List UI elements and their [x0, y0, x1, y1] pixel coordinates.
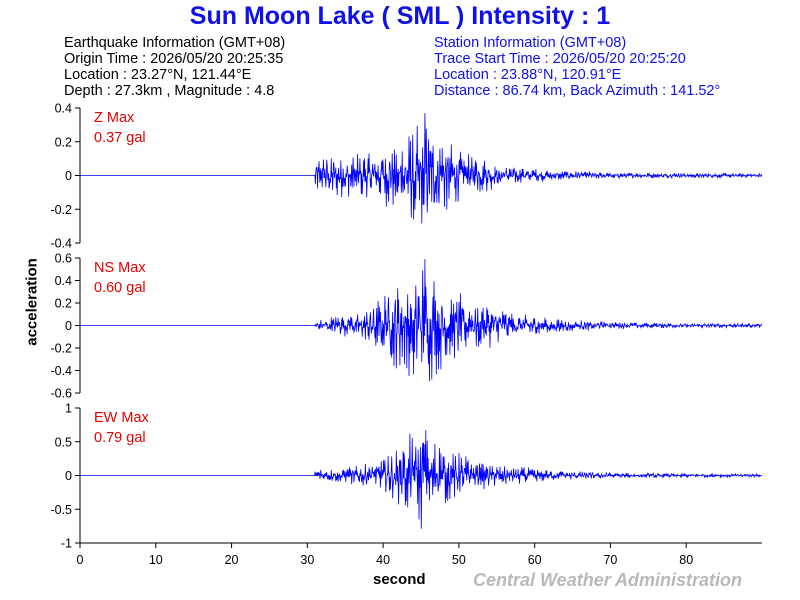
- epicenter-location: Location : 23.27°N, 121.44°E: [64, 67, 252, 83]
- y-tick-label: -0.4: [50, 364, 72, 378]
- y-tick-label: 0: [65, 469, 72, 483]
- y-tick-label: -0.6: [50, 387, 72, 401]
- y-tick-label: -0.4: [50, 237, 72, 251]
- waveform-ns: [80, 259, 763, 382]
- max-title-ns: NS Max: [94, 260, 146, 276]
- station-distance: Distance : 86.74 km, Back Azimuth : 141.…: [434, 83, 721, 99]
- x-tick-label: 30: [300, 553, 314, 567]
- chart-title: Sun Moon Lake ( SML ) Intensity : 1: [189, 2, 611, 30]
- y-tick-label: -0.5: [50, 503, 72, 517]
- y-tick-label: 0.4: [55, 274, 72, 288]
- y-tick-label: 0: [65, 319, 72, 333]
- y-tick-label: 0.6: [55, 252, 72, 266]
- earthquake-info-header: Earthquake Information (GMT+08): [64, 35, 286, 51]
- x-tick-label: 70: [603, 553, 617, 567]
- y-tick-label: 0.5: [55, 435, 72, 449]
- x-tick-label: 60: [528, 553, 542, 567]
- x-tick-label: 80: [679, 553, 693, 567]
- y-tick-label: 0.4: [55, 102, 72, 116]
- origin-time: Origin Time : 2026/05/20 20:25:35: [64, 51, 284, 67]
- station-info: Station Information (GMT+08) Trace Start…: [434, 35, 720, 99]
- station-info-header: Station Information (GMT+08): [434, 35, 627, 51]
- earthquake-info: Earthquake Information (GMT+08) Origin T…: [64, 35, 285, 99]
- y-tick-label: -0.2: [50, 342, 72, 356]
- max-title-z: Z Max: [94, 110, 135, 126]
- y-tick-label: 0.2: [55, 135, 72, 149]
- x-tick-label: 20: [225, 553, 239, 567]
- y-tick-label: 1: [65, 402, 72, 416]
- station-location: Location : 23.88°N, 120.91°E: [434, 67, 622, 83]
- max-value-z: 0.37 gal: [94, 130, 146, 146]
- y-tick-label: -0.2: [50, 203, 72, 217]
- waveform-ew: [80, 430, 762, 529]
- y-tick-label: 0: [65, 169, 72, 183]
- x-tick-label: 40: [376, 553, 390, 567]
- x-tick-label: 50: [452, 553, 466, 567]
- max-value-ew: 0.79 gal: [94, 430, 146, 446]
- max-value-ns: 0.60 gal: [94, 280, 146, 296]
- y-tick-label: 0.2: [55, 297, 72, 311]
- x-tick-label: 0: [77, 553, 84, 567]
- waveform-z: [80, 113, 763, 224]
- x-tick-label: 10: [149, 553, 163, 567]
- y-tick-label: -1: [61, 537, 72, 551]
- depth-magnitude: Depth : 27.3km , Magnitude : 4.8: [64, 83, 275, 99]
- x-axis-label: second: [373, 571, 426, 588]
- y-axis-label: acceleration: [23, 258, 41, 346]
- agency-credit: Central Weather Administration: [473, 570, 743, 590]
- max-title-ew: EW Max: [94, 410, 150, 426]
- trace-start-time: Trace Start Time : 2026/05/20 20:25:20: [434, 51, 686, 67]
